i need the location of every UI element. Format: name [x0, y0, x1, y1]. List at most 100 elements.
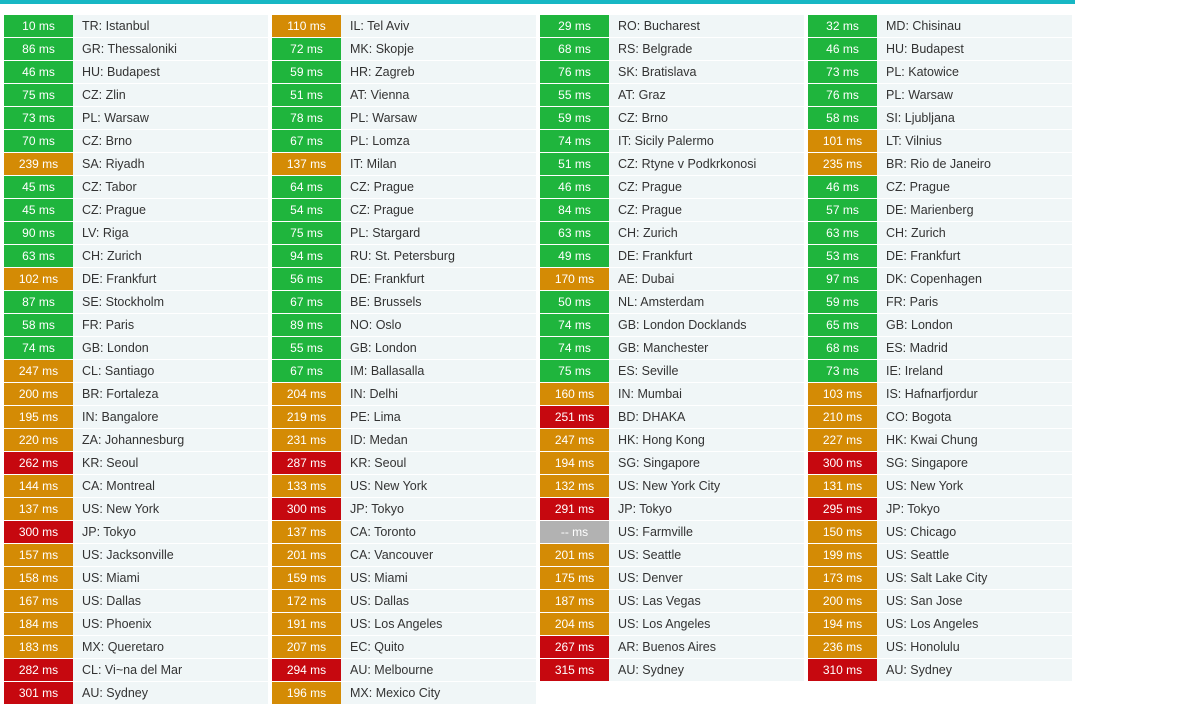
latency-badge: 75 ms — [540, 359, 609, 382]
latency-badge: 220 ms — [4, 428, 73, 451]
ping-result-row: 137 ms CA: Toronto — [272, 520, 540, 543]
ping-results-grid: 10 ms TR: Istanbul 86 ms GR: Thessaloniki 46… — [4, 14, 1076, 704]
ping-result-row: 159 ms US: Miami — [272, 566, 540, 589]
ping-result-row: 74 ms GB: London — [4, 336, 272, 359]
ping-result-row: 46 ms CZ: Prague — [808, 175, 1076, 198]
results-column: 32 ms MD: Chisinau 46 ms HU: Budapest 73 ms P… — [808, 14, 1076, 704]
latency-badge: 251 ms — [540, 405, 609, 428]
ping-result-row: 191 ms US: Los Angeles — [272, 612, 540, 635]
latency-badge: 10 ms — [4, 14, 73, 37]
location-label: US: Seattle — [609, 543, 804, 566]
latency-badge: 63 ms — [540, 221, 609, 244]
ping-result-row: 101 ms LT: Vilnius — [808, 129, 1076, 152]
latency-badge: 54 ms — [272, 198, 341, 221]
latency-badge: 201 ms — [272, 543, 341, 566]
ping-result-row: 55 ms GB: London — [272, 336, 540, 359]
ping-result-row: 158 ms US: Miami — [4, 566, 272, 589]
latency-badge: 68 ms — [808, 336, 877, 359]
latency-badge: 137 ms — [272, 520, 341, 543]
location-label: US: Honolulu — [877, 635, 1072, 658]
ping-result-row: 86 ms GR: Thessaloniki — [4, 37, 272, 60]
location-label: HK: Kwai Chung — [877, 428, 1072, 451]
latency-badge: 172 ms — [272, 589, 341, 612]
location-label: CZ: Zlin — [73, 83, 268, 106]
location-label: DE: Frankfurt — [341, 267, 536, 290]
ping-result-row: 97 ms DK: Copenhagen — [808, 267, 1076, 290]
location-label: NO: Oslo — [341, 313, 536, 336]
ping-result-row: 187 ms US: Las Vegas — [540, 589, 808, 612]
latency-badge: 51 ms — [540, 152, 609, 175]
latency-badge: 55 ms — [272, 336, 341, 359]
latency-badge: 227 ms — [808, 428, 877, 451]
ping-result-row: 200 ms BR: Fortaleza — [4, 382, 272, 405]
latency-badge: 65 ms — [808, 313, 877, 336]
ping-result-row: 294 ms AU: Melbourne — [272, 658, 540, 681]
location-label: AU: Sydney — [877, 658, 1072, 681]
latency-badge: 195 ms — [4, 405, 73, 428]
ping-result-row: 87 ms SE: Stockholm — [4, 290, 272, 313]
ping-result-row: 227 ms HK: Kwai Chung — [808, 428, 1076, 451]
latency-badge: 157 ms — [4, 543, 73, 566]
location-label: CH: Zurich — [609, 221, 804, 244]
location-label: AU: Sydney — [73, 681, 268, 704]
ping-result-row: 45 ms CZ: Prague — [4, 198, 272, 221]
latency-badge: 89 ms — [272, 313, 341, 336]
latency-badge: 87 ms — [4, 290, 73, 313]
ping-result-row: 49 ms DE: Frankfurt — [540, 244, 808, 267]
ping-result-row: 172 ms US: Dallas — [272, 589, 540, 612]
latency-badge: 56 ms — [272, 267, 341, 290]
location-label: ES: Seville — [609, 359, 804, 382]
location-label: CH: Zurich — [877, 221, 1072, 244]
ping-result-row: 65 ms GB: London — [808, 313, 1076, 336]
latency-badge: 46 ms — [4, 60, 73, 83]
ping-result-row: 73 ms PL: Warsaw — [4, 106, 272, 129]
latency-badge: 90 ms — [4, 221, 73, 244]
location-label: CZ: Tabor — [73, 175, 268, 198]
location-label: US: Denver — [609, 566, 804, 589]
location-label: RU: St. Petersburg — [341, 244, 536, 267]
location-label: AR: Buenos Aires — [609, 635, 804, 658]
latency-badge: 110 ms — [272, 14, 341, 37]
location-label: CZ: Prague — [609, 198, 804, 221]
ping-result-row: 75 ms ES: Seville — [540, 359, 808, 382]
latency-badge: 73 ms — [4, 106, 73, 129]
top-accent-bar — [0, 0, 1075, 4]
location-label: PL: Stargard — [341, 221, 536, 244]
ping-result-row: 67 ms PL: Lomza — [272, 129, 540, 152]
latency-badge: 196 ms — [272, 681, 341, 704]
ping-result-row: 45 ms CZ: Tabor — [4, 175, 272, 198]
ping-result-row: 199 ms US: Seattle — [808, 543, 1076, 566]
latency-badge: 58 ms — [4, 313, 73, 336]
ping-result-row: 295 ms JP: Tokyo — [808, 497, 1076, 520]
ping-result-row: 46 ms CZ: Prague — [540, 175, 808, 198]
location-label: US: Salt Lake City — [877, 566, 1072, 589]
location-label: US: Los Angeles — [341, 612, 536, 635]
latency-badge: 175 ms — [540, 566, 609, 589]
ping-result-row: 196 ms MX: Mexico City — [272, 681, 540, 704]
ping-result-row: 200 ms US: San Jose — [808, 589, 1076, 612]
latency-badge: 70 ms — [4, 129, 73, 152]
ping-result-row: 287 ms KR: Seoul — [272, 451, 540, 474]
ping-result-row: 63 ms CH: Zurich — [540, 221, 808, 244]
location-label: KR: Seoul — [73, 451, 268, 474]
ping-result-row: 94 ms RU: St. Petersburg — [272, 244, 540, 267]
latency-badge: 183 ms — [4, 635, 73, 658]
location-label: ID: Medan — [341, 428, 536, 451]
latency-badge: 86 ms — [4, 37, 73, 60]
location-label: HU: Budapest — [877, 37, 1072, 60]
ping-result-row: 72 ms MK: Skopje — [272, 37, 540, 60]
ping-result-row: 133 ms US: New York — [272, 474, 540, 497]
location-label: AT: Vienna — [341, 83, 536, 106]
ping-result-row: 46 ms HU: Budapest — [808, 37, 1076, 60]
results-column: 10 ms TR: Istanbul 86 ms GR: Thessaloniki 46… — [4, 14, 272, 704]
ping-result-row: 74 ms GB: London Docklands — [540, 313, 808, 336]
ping-result-row: 207 ms EC: Quito — [272, 635, 540, 658]
location-label: GB: London Docklands — [609, 313, 804, 336]
ping-result-row: 50 ms NL: Amsterdam — [540, 290, 808, 313]
ping-result-row: 70 ms CZ: Brno — [4, 129, 272, 152]
latency-badge: 187 ms — [540, 589, 609, 612]
ping-result-row: 183 ms MX: Queretaro — [4, 635, 272, 658]
location-label: US: New York City — [609, 474, 804, 497]
latency-badge: 204 ms — [272, 382, 341, 405]
location-label: FR: Paris — [73, 313, 268, 336]
